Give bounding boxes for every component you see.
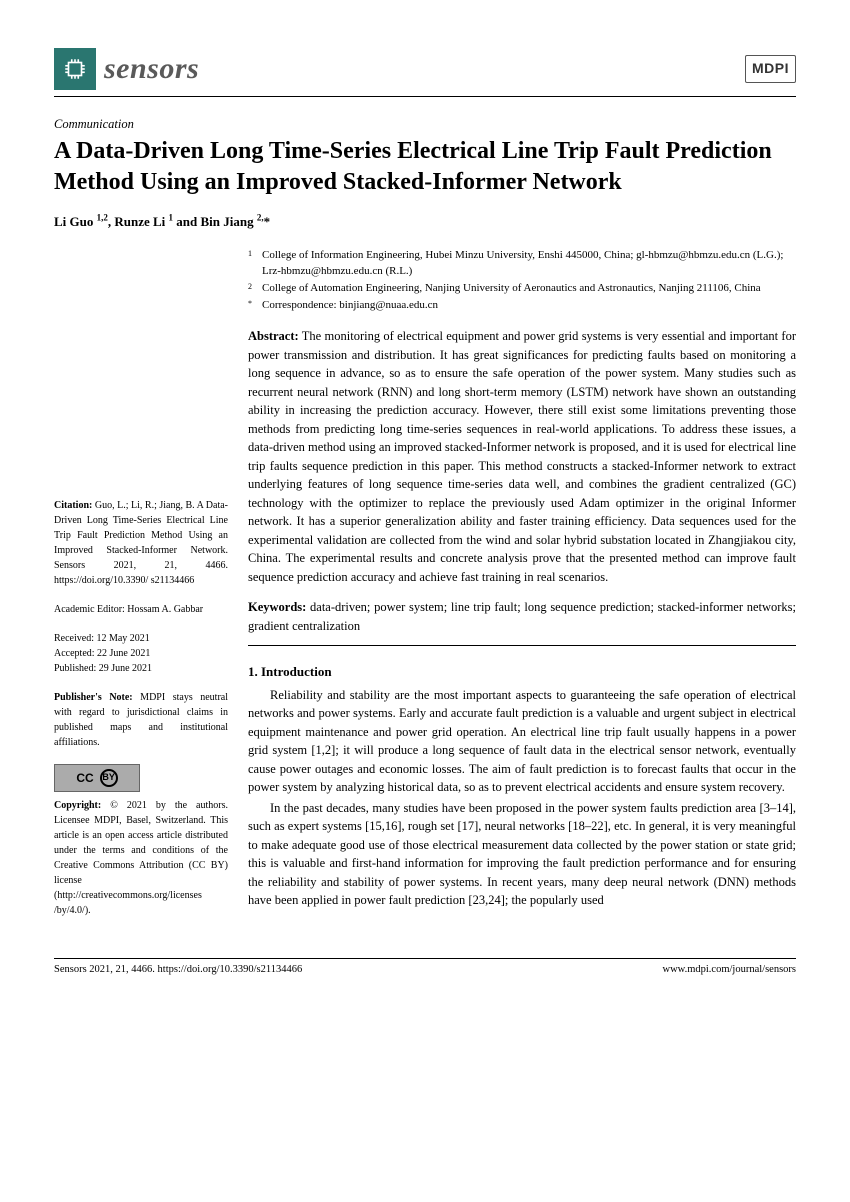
article-title: A Data-Driven Long Time-Series Electrica… [54, 136, 796, 198]
affiliation-text: College of Information Engineering, Hube… [262, 248, 796, 280]
copyright-label: Copyright: [54, 800, 101, 811]
intro-paragraph-1: Reliability and stability are the most i… [248, 686, 796, 797]
license-block: CC BY Copyright: © 2021 by the authors. … [54, 764, 228, 918]
affiliation-row: 2 College of Automation Engineering, Nanj… [248, 281, 796, 297]
page-footer: Sensors 2021, 21, 4466. https://doi.org/… [54, 958, 796, 975]
publisher-badge: MDPI [745, 55, 796, 83]
received-date: Received: 12 May 2021 [54, 631, 228, 646]
affiliation-row: * Correspondence: binjiang@nuaa.edu.cn [248, 298, 796, 314]
publisher-label: MDPI [752, 60, 789, 76]
keywords-label: Keywords: [248, 600, 306, 614]
keywords-text: data-driven; power system; line trip fau… [248, 600, 796, 633]
authors-line: Li Guo 1,2, Runze Li 1 and Bin Jiang 2,* [54, 212, 796, 229]
section-heading-intro: 1. Introduction [248, 662, 796, 681]
article-type: Communication [54, 117, 796, 132]
published-date: Published: 29 June 2021 [54, 661, 228, 676]
footer-left: Sensors 2021, 21, 4466. https://doi.org/… [54, 964, 302, 975]
affiliations: 1College of Information Engineering, Hub… [248, 248, 796, 314]
citation-text: Guo, L.; Li, R.; Jiang, B. A Data-Driven… [54, 500, 228, 586]
journal-logo-block: sensors [54, 48, 199, 90]
sensors-logo-icon [54, 48, 96, 90]
publisher-note: Publisher's Note: MDPI stays neutral wit… [54, 690, 228, 750]
footer-right: www.mdpi.com/journal/sensors [663, 964, 796, 975]
affiliation-text: College of Automation Engineering, Nanji… [262, 281, 761, 297]
affiliation-row: 1College of Information Engineering, Hub… [248, 248, 796, 280]
affiliation-marker: 1 [248, 248, 256, 280]
academic-editor: Academic Editor: Hossam A. Gabbar [54, 602, 228, 617]
citation-label: Citation: [54, 500, 92, 511]
abstract-text: The monitoring of electrical equipment a… [248, 329, 796, 584]
citation-block: Citation: Guo, L.; Li, R.; Jiang, B. A D… [54, 498, 228, 588]
abstract: Abstract: The monitoring of electrical e… [248, 327, 796, 586]
pubnote-label: Publisher's Note: [54, 692, 133, 703]
affiliation-text: Correspondence: binjiang@nuaa.edu.cn [262, 298, 438, 314]
keywords: Keywords: data-driven; power system; lin… [248, 598, 796, 635]
sidebar: Citation: Guo, L.; Li, R.; Jiang, B. A D… [54, 248, 228, 932]
affiliation-marker: * [248, 298, 256, 314]
cc-by-badge-icon: CC BY [54, 764, 140, 792]
accepted-date: Accepted: 22 June 2021 [54, 646, 228, 661]
section-rule [248, 645, 796, 646]
main-column: 1College of Information Engineering, Hub… [248, 248, 796, 932]
affiliation-marker: 2 [248, 281, 256, 297]
journal-name: sensors [104, 52, 199, 86]
intro-paragraph-2: In the past decades, many studies have b… [248, 799, 796, 910]
history-block: Received: 12 May 2021 Accepted: 22 June … [54, 631, 228, 676]
abstract-label: Abstract: [248, 329, 299, 343]
copyright-text: © 2021 by the authors. Licensee MDPI, Ba… [54, 800, 228, 916]
page-header: sensors MDPI [54, 48, 796, 97]
